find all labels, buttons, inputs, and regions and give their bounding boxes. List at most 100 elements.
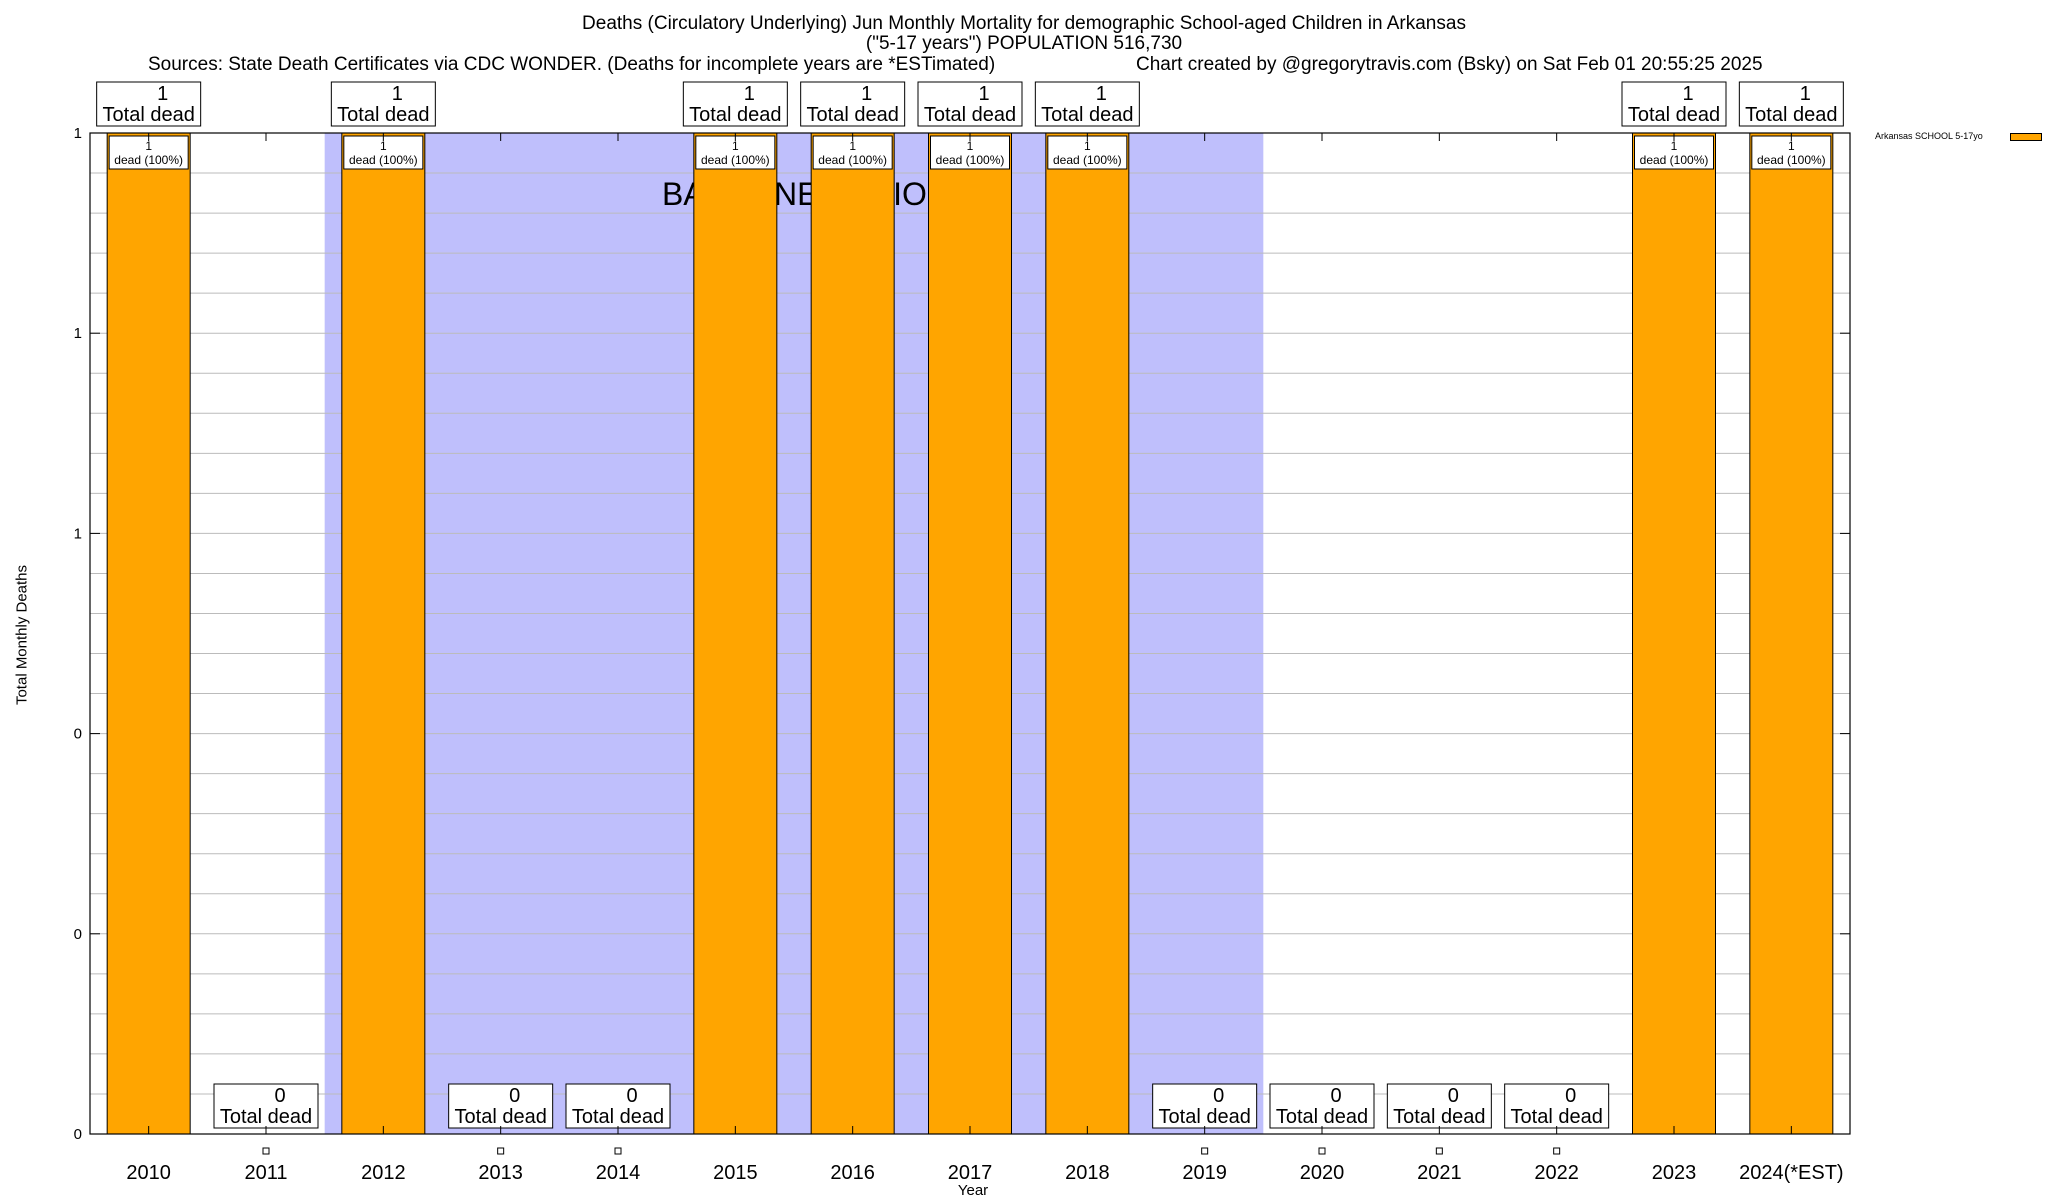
bar-value-label: 1 [1671,139,1678,153]
x-tick-label: 2024(*EST) [1739,1162,1844,1184]
total-value-label: 1 [978,83,989,105]
total-label-box [1738,81,1844,127]
bar-percent-label: dead (100%) [1640,153,1709,167]
total-suffix-label: Total dead [572,1106,664,1128]
x-tick-label: 2014 [596,1162,641,1184]
total-value-label: 1 [1682,83,1693,105]
total-suffix-label: Total dead [1041,104,1133,126]
total-suffix-label: Total dead [924,104,1016,126]
plot-border [89,132,1851,1135]
total-suffix-label: Total dead [689,104,781,126]
total-label-box [96,81,202,127]
legend-label: Arkansas SCHOOL 5-17yo [1875,131,1983,141]
total-suffix-label: Total dead [1745,104,1837,126]
bar-percent-label: dead (100%) [701,153,770,167]
total-suffix-label: Total dead [1628,104,1720,126]
total-label-box [565,1083,671,1129]
total-value-label: 0 [1565,1085,1576,1107]
chart-title: Deaths (Circulatory Underlying) Jun Mont… [0,14,2048,54]
bar-label-box [930,135,1010,170]
total-label-box [917,81,1023,127]
bar-value-label: 1 [1788,139,1795,153]
total-suffix-label: Total dead [337,104,429,126]
y-tick-label: 0 [74,1126,82,1143]
total-value-label: 0 [509,1085,520,1107]
bar-percent-label: dead (100%) [1757,153,1826,167]
bar-percent-label: dead (100%) [349,153,418,167]
empty-bar-marker [1201,1147,1209,1155]
bar-label-box [343,135,424,170]
total-label-box [448,1083,554,1129]
y-tick-label: 0 [74,926,82,943]
total-suffix-label: Total dead [455,1106,547,1128]
bar-label-box [1047,135,1128,170]
bar [693,132,778,1135]
x-tick-label: 2022 [1534,1162,1579,1184]
bar-label-box [812,135,893,170]
x-tick-label: 2010 [126,1162,171,1184]
empty-bar-marker [1435,1147,1443,1155]
total-value-label: 1 [861,83,872,105]
total-label-box [1152,1083,1258,1129]
total-suffix-label: Total dead [103,104,195,126]
total-label-box [1621,81,1727,127]
y-tick-label: 1 [74,325,82,342]
total-label-box [213,1083,319,1129]
total-value-label: 1 [157,83,168,105]
bar-percent-label: dead (100%) [114,153,183,167]
bar-value-label: 1 [732,139,739,153]
x-tick-label: 2012 [361,1162,406,1184]
total-value-label: 0 [274,1085,285,1107]
empty-bar-marker [1318,1147,1326,1155]
bar [928,132,1012,1135]
empty-bar-marker [1553,1147,1561,1155]
total-suffix-label: Total dead [1511,1106,1603,1128]
sources-note: Sources: State Death Certificates via CD… [148,54,996,75]
x-tick-label: 2023 [1652,1162,1697,1184]
x-tick-label: 2013 [478,1162,523,1184]
bar-value-label: 1 [380,139,387,153]
bar [1749,132,1834,1135]
bar-value-label: 1 [849,139,856,153]
total-label-box [330,81,436,127]
x-tick-label: 2015 [713,1162,758,1184]
bar-percent-label: dead (100%) [936,153,1005,167]
title-line-2: ("5-17 years") POPULATION 516,730 [865,33,1183,54]
total-label-box [800,81,906,127]
total-value-label: 1 [1800,83,1811,105]
title-line-1: Deaths (Circulatory Underlying) Jun Mont… [582,13,1466,34]
bar-value-label: 1 [1084,139,1091,153]
x-tick-label: 2011 [244,1162,287,1184]
bar [1632,132,1716,1135]
empty-bar-marker [614,1147,622,1155]
total-suffix-label: Total dead [220,1106,312,1128]
total-label-box [1034,81,1140,127]
total-suffix-label: Total dead [1276,1106,1368,1128]
total-suffix-label: Total dead [1393,1106,1485,1128]
total-value-label: 1 [744,83,755,105]
x-tick-label: 2016 [830,1162,875,1184]
x-tick-label: 2017 [948,1162,993,1184]
bar-percent-label: dead (100%) [1053,153,1122,167]
x-tick-label: 2018 [1065,1162,1110,1184]
total-value-label: 1 [392,83,403,105]
x-axis-label: Year [957,1182,989,1199]
total-label-box [1386,1083,1492,1129]
bar-label-box [1634,135,1714,170]
bar [1045,132,1130,1135]
empty-bar-marker [262,1147,270,1155]
total-suffix-label: Total dead [1159,1106,1251,1128]
total-label-box [682,81,788,127]
total-value-label: 1 [1096,83,1107,105]
y-tick-label: 1 [74,125,82,142]
bar-label-box [108,135,189,170]
total-suffix-label: Total dead [807,104,899,126]
total-value-label: 0 [1448,1085,1459,1107]
total-value-label: 0 [1213,1085,1224,1107]
bar-label-box [695,135,776,170]
x-tick-label: 2020 [1300,1162,1345,1184]
bar-value-label: 1 [145,139,152,153]
bar-percent-label: dead (100%) [818,153,887,167]
total-label-box [1504,1083,1610,1129]
